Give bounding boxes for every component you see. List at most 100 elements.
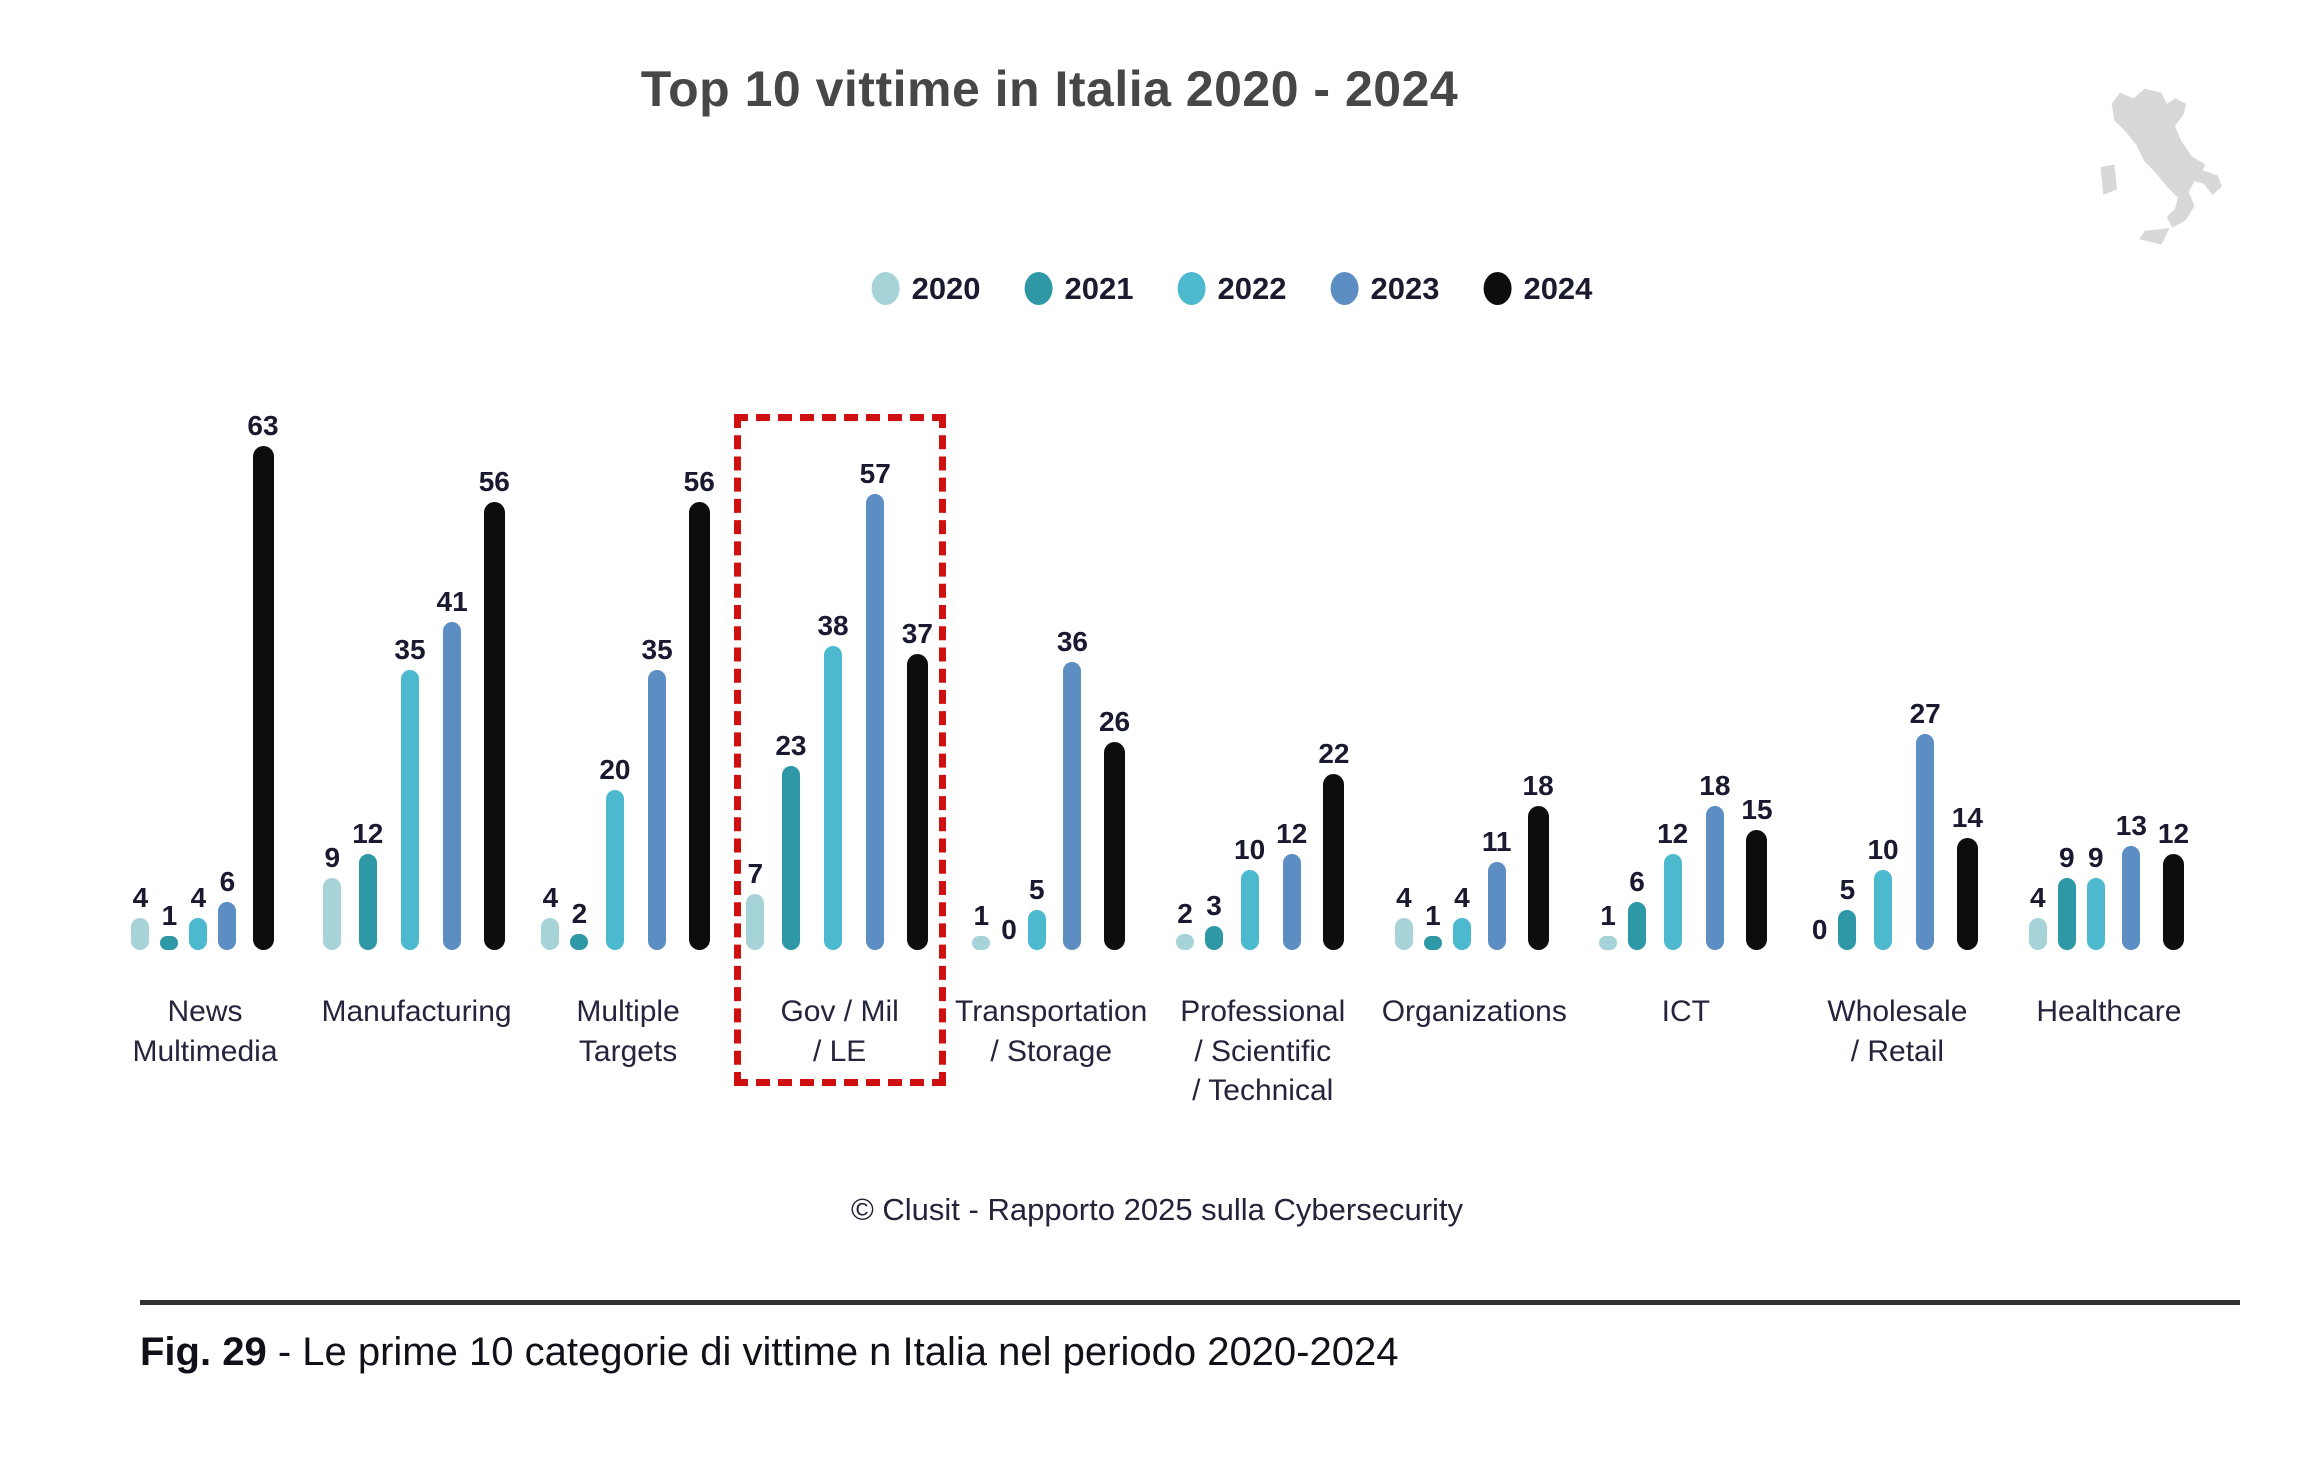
bar-value: 9 xyxy=(324,842,341,873)
bar-item: 2 xyxy=(570,440,589,950)
bar-item: 5 xyxy=(1027,440,1046,950)
bar-2020 xyxy=(1394,918,1413,950)
bar-item: 27 xyxy=(1910,440,1941,950)
bar-value: 11 xyxy=(1481,826,1512,857)
bar-item: 18 xyxy=(1523,440,1554,950)
legend-label: 2021 xyxy=(1064,271,1134,306)
bar-2020 xyxy=(972,936,991,950)
category-label: ICT xyxy=(1661,995,1710,1028)
bar-value: 18 xyxy=(1699,770,1731,801)
bar-item: 0 xyxy=(1001,440,1017,950)
category-group: 0 5 10 27 14 Wholesale / Retail xyxy=(1812,440,1983,1068)
bar-value: 6 xyxy=(1629,866,1645,897)
bar-item: 20 xyxy=(599,440,631,950)
bar-item: 38 xyxy=(817,440,849,950)
highlight-box xyxy=(733,414,946,1086)
bar-item: 12 xyxy=(2158,440,2189,950)
bar-2024 xyxy=(1104,742,1126,950)
legend-label: 2023 xyxy=(1370,271,1440,306)
category-group: 1 0 5 36 26 Transportation / Storage xyxy=(955,440,1147,1068)
bar-item: 56 xyxy=(684,440,715,950)
bar-2024 xyxy=(1323,774,1345,950)
bar-2021 xyxy=(358,854,377,950)
bars-row: 1 6 12 18 15 xyxy=(1599,440,1773,950)
bar-item: 37 xyxy=(902,440,933,950)
bar-item: 35 xyxy=(394,440,426,950)
bars-row: 2 3 10 12 22 xyxy=(1176,440,1349,950)
figure-caption: Fig. 29 - Le prime 10 categorie di vitti… xyxy=(140,1330,1398,1375)
bar-2022 xyxy=(1452,918,1471,950)
category-label: Manufacturing xyxy=(321,995,512,1028)
bar-value: 1 xyxy=(1600,900,1616,931)
bar-value: 0 xyxy=(1811,914,1828,945)
category-group: 7 23 38 57 37 Gov / Mil / LE xyxy=(733,414,946,1086)
bar-value: 37 xyxy=(901,618,933,649)
category-group: 4 1 4 11 18 Organizations xyxy=(1382,440,1567,1029)
bar-value: 4 xyxy=(190,882,207,913)
legend-swatch-icon xyxy=(1330,272,1359,305)
bar-item: 63 xyxy=(247,412,279,950)
bar-2022 xyxy=(1663,854,1682,950)
legend-label: 2022 xyxy=(1217,271,1287,306)
bar-2022 xyxy=(824,646,843,950)
bar-2022 xyxy=(1240,870,1259,950)
bar-2024 xyxy=(688,502,710,950)
bar-value: 36 xyxy=(1056,626,1088,657)
bar-value: 63 xyxy=(247,410,279,441)
bars-row: 4 1 4 6 63 xyxy=(131,412,279,950)
bar-value: 26 xyxy=(1098,706,1131,737)
bar-item: 2 xyxy=(1176,440,1194,950)
bar-2022 xyxy=(1874,870,1893,950)
bar-item: 41 xyxy=(437,440,468,950)
bar-value: 12 xyxy=(1276,818,1308,849)
legend-item: 2024 xyxy=(1483,272,1592,305)
bar-value: 10 xyxy=(1867,834,1899,865)
bar-2023 xyxy=(1487,862,1506,950)
italy-map-icon xyxy=(2100,88,2222,245)
bar-2024 xyxy=(1956,838,1978,950)
bar-item: 12 xyxy=(1657,440,1688,950)
bar-2023 xyxy=(218,902,237,950)
legend-swatch-icon xyxy=(1177,272,1206,305)
bar-value: 7 xyxy=(747,858,764,889)
bar-2021 xyxy=(160,936,179,950)
bar-value: 9 xyxy=(2087,842,2104,873)
bar-item: 10 xyxy=(1234,440,1265,950)
bar-value: 14 xyxy=(1951,802,1983,833)
bar-value: 35 xyxy=(394,634,426,665)
legend-label: 2024 xyxy=(1523,271,1593,306)
bar-item: 5 xyxy=(1838,440,1857,950)
bar-2022 xyxy=(189,918,208,950)
bar-value: 35 xyxy=(641,634,673,665)
category-group: 9 12 35 41 56 Manufacturing xyxy=(321,440,511,1029)
bar-2020 xyxy=(2028,918,2047,950)
bar-item: 56 xyxy=(479,440,510,950)
bar-item: 4 xyxy=(2028,440,2047,950)
figure-number: Fig. 29 xyxy=(140,1330,267,1374)
bar-value: 15 xyxy=(1741,794,1773,825)
bar-2022 xyxy=(400,670,419,950)
bar-2021 xyxy=(1628,902,1647,950)
bar-item: 7 xyxy=(746,440,765,950)
legend-item: 2023 xyxy=(1330,272,1439,305)
bar-item: 0 xyxy=(1812,440,1828,950)
bar-item: 10 xyxy=(1867,440,1899,950)
bars-row: 4 9 9 13 12 xyxy=(2028,440,2189,950)
category-label: Healthcare xyxy=(2036,995,2182,1028)
bar-item: 15 xyxy=(1741,440,1773,950)
attribution: © Clusit - Rapporto 2025 sulla Cybersecu… xyxy=(850,1192,1464,1227)
bar-value: 5 xyxy=(1029,874,1045,905)
bar-2023 xyxy=(1705,806,1724,950)
bar-value: 3 xyxy=(1206,890,1222,921)
bars-row: 9 12 35 41 56 xyxy=(323,440,510,950)
bar-value: 4 xyxy=(2029,882,2046,913)
bar-value: 57 xyxy=(859,458,891,489)
legend-swatch-icon xyxy=(1024,272,1053,305)
bar-value: 4 xyxy=(1454,882,1470,913)
bar-item: 4 xyxy=(131,440,150,950)
bar-item: 13 xyxy=(2116,440,2147,950)
category-label: Wholesale / Retail xyxy=(1827,995,1968,1068)
bar-value: 4 xyxy=(542,882,559,913)
bar-item: 9 xyxy=(2086,440,2105,950)
bar-2020 xyxy=(131,918,150,950)
